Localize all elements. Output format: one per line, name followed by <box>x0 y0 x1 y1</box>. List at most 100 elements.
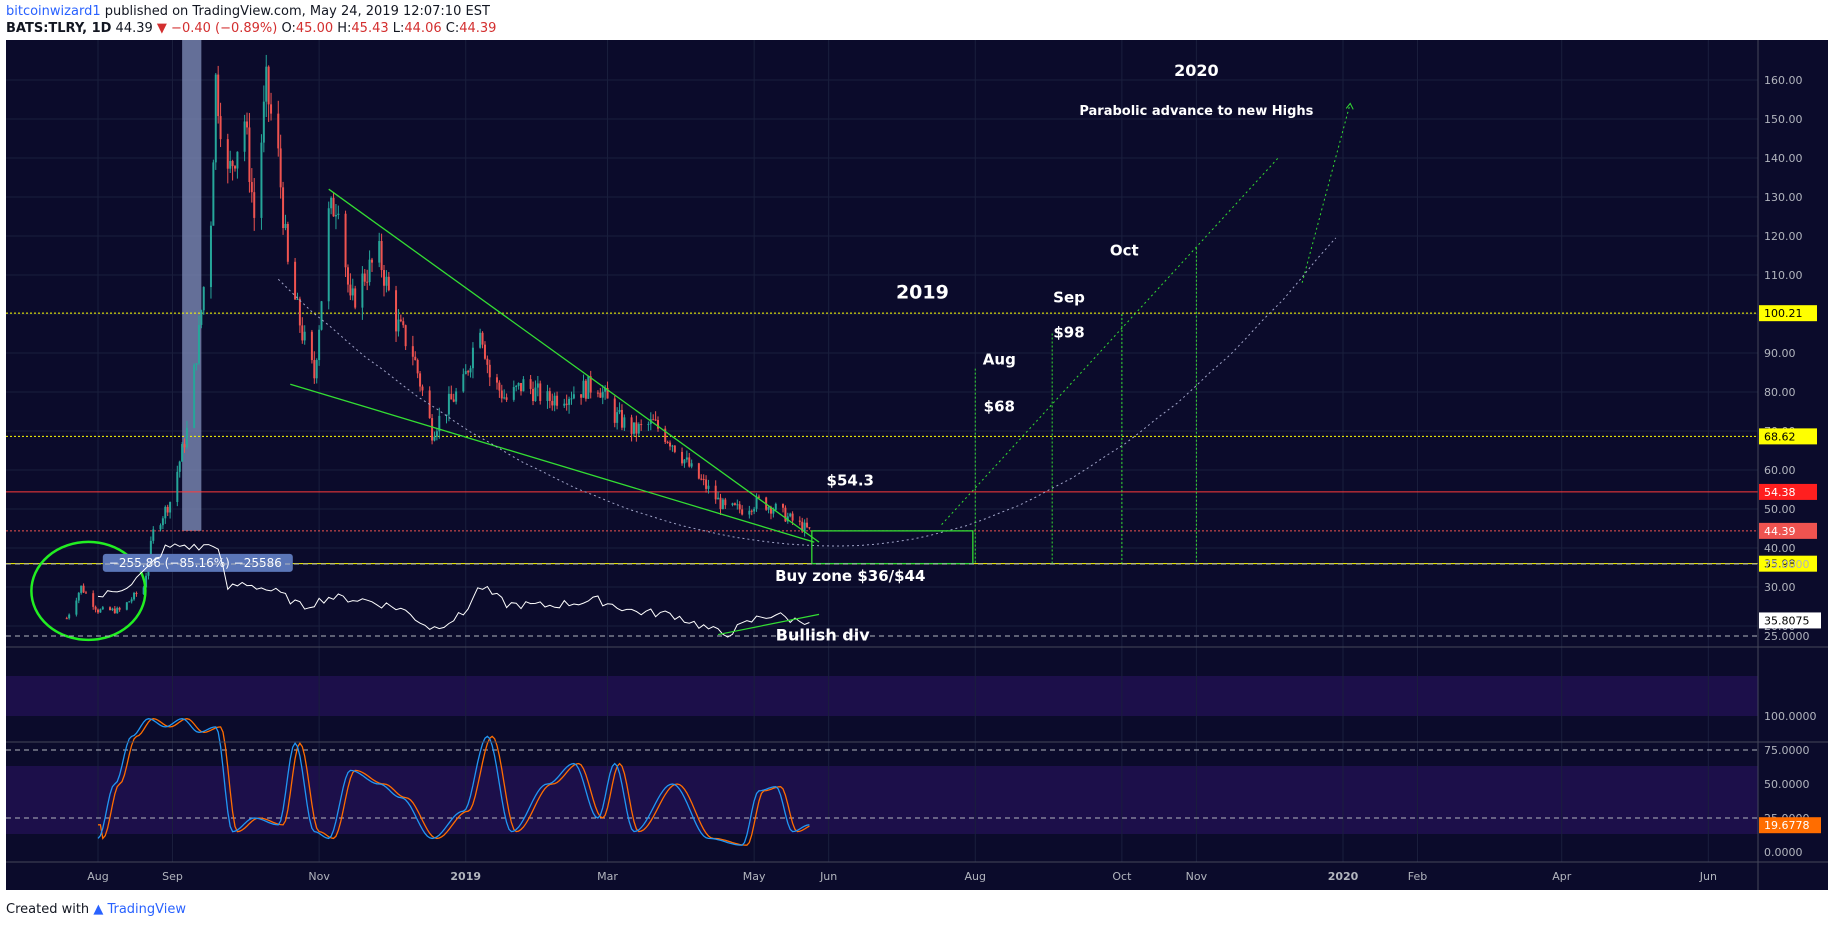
candle-body <box>483 344 486 359</box>
candle-body <box>277 113 280 149</box>
candle-body <box>635 422 638 434</box>
stoch-tick-label: 50.0000 <box>1764 778 1810 791</box>
candle-body <box>738 504 741 510</box>
candle-body <box>736 504 739 506</box>
candle-body <box>534 387 537 402</box>
candle-body <box>450 393 453 400</box>
candle-body <box>92 593 95 607</box>
candle-body <box>284 223 287 229</box>
candle-body <box>772 509 775 514</box>
annotation: $98 <box>1053 323 1084 341</box>
candle-body <box>99 609 102 613</box>
candle-body <box>236 151 239 169</box>
candle-body <box>80 585 83 593</box>
candle-body <box>666 441 669 443</box>
tradingview-chart[interactable]: −255.86 (−85.16%) −25586 Bullish div 202… <box>0 40 1828 890</box>
candle-body <box>630 417 633 434</box>
candle-body <box>467 371 470 373</box>
candle-body <box>505 397 508 400</box>
time-tick-label: Oct <box>1112 870 1132 883</box>
symbol-line: BATS:TLRY, 1D 44.39 ▼ −0.40 (−0.89%) O:4… <box>6 21 496 36</box>
candle-body <box>664 428 667 442</box>
stoch-tick-label: 100.0000 <box>1764 710 1817 723</box>
candle-body <box>202 287 205 311</box>
candle-body <box>803 522 806 532</box>
stoch-last-label: 19.6778 <box>1764 819 1810 832</box>
candle-body <box>685 457 688 460</box>
level-tag-bg <box>1759 555 1817 572</box>
candle-body <box>253 192 256 218</box>
time-tick-label: Sep <box>162 870 183 883</box>
candle-body <box>294 261 297 300</box>
candle-body <box>315 360 318 379</box>
annotations: 2020 Parabolic advance to new Highs 2019 Oc… <box>775 61 1314 585</box>
candlestick-series <box>65 54 811 620</box>
candle-body <box>640 424 643 426</box>
candle-body <box>652 419 655 421</box>
rsi-last-label: 35.8075 <box>1764 614 1810 627</box>
candle-body <box>517 382 520 386</box>
time-axis[interactable]: Aug Sep Nov 2019 Mar May Jun Aug Oct Nov 2020 Feb Ap… <box>87 870 1717 883</box>
candle-body <box>570 398 573 400</box>
candle-body <box>181 444 184 462</box>
candle-body <box>613 398 616 423</box>
candle-body <box>200 310 203 325</box>
candle-body <box>166 506 169 513</box>
level-tag: 44.39 <box>1764 525 1796 538</box>
arrowhead-icon <box>1345 102 1354 110</box>
annotation: Parabolic advance to new Highs <box>1079 104 1313 119</box>
candle-body <box>380 241 383 271</box>
candle-body <box>260 142 263 218</box>
candle-body <box>125 602 128 610</box>
candle-body <box>421 386 424 391</box>
candle-body <box>705 479 708 489</box>
candle-body <box>368 259 371 283</box>
candle-body <box>383 270 386 286</box>
candle-body <box>212 162 215 226</box>
candle-body <box>361 273 364 308</box>
candle-body <box>109 607 112 611</box>
candle-body <box>556 395 559 406</box>
candle-body <box>233 166 236 169</box>
candle-body <box>784 507 787 522</box>
stoch-tick-label: 0.0000 <box>1764 846 1803 859</box>
ohlc-low: L:44.06 <box>392 21 442 36</box>
candle-body <box>145 575 148 588</box>
price-tick-label: 110.00 <box>1764 269 1803 282</box>
candle-body <box>469 368 472 373</box>
candle-body <box>683 459 686 464</box>
candle-body <box>452 399 455 402</box>
price-tick-label: 120.00 <box>1764 230 1803 243</box>
candle-body <box>431 418 434 441</box>
curve-projection <box>277 237 1337 547</box>
candle-body <box>632 422 635 434</box>
drawings[interactable]: −255.86 (−85.16%) −25586 <box>30 102 1354 642</box>
rsi-tick-label: 25.0000 <box>1764 630 1810 643</box>
candle-body <box>546 391 549 401</box>
candle-body <box>298 298 301 326</box>
stoch-k-line <box>97 718 810 846</box>
candle-body <box>303 331 306 341</box>
candle-body <box>688 457 691 467</box>
candle-body <box>529 379 532 389</box>
projection-arrow <box>1301 103 1351 283</box>
price-tick-label: 30.00 <box>1764 581 1796 594</box>
candle-body <box>481 332 484 345</box>
candle-body <box>479 332 482 348</box>
candle-body <box>486 358 489 365</box>
candle-body <box>411 346 414 357</box>
candle-body <box>226 139 229 169</box>
candle-body <box>471 347 474 369</box>
tradingview-link[interactable]: TradingView <box>107 902 186 917</box>
candle-body <box>580 394 583 398</box>
symbol[interactable]: BATS:TLRY, 1D <box>6 21 112 36</box>
candle-body <box>318 329 321 361</box>
candle-body <box>248 127 251 183</box>
author-link[interactable]: bitcoinwizard1 <box>6 4 101 19</box>
candle-body <box>582 380 585 398</box>
candle-body <box>395 290 398 332</box>
candle-body <box>455 391 458 402</box>
candle-body <box>623 417 626 428</box>
candle-body <box>337 213 340 215</box>
price-axis[interactable]: 20.0030.0040.0050.0060.0070.0080.0090.00… <box>1759 40 1828 890</box>
